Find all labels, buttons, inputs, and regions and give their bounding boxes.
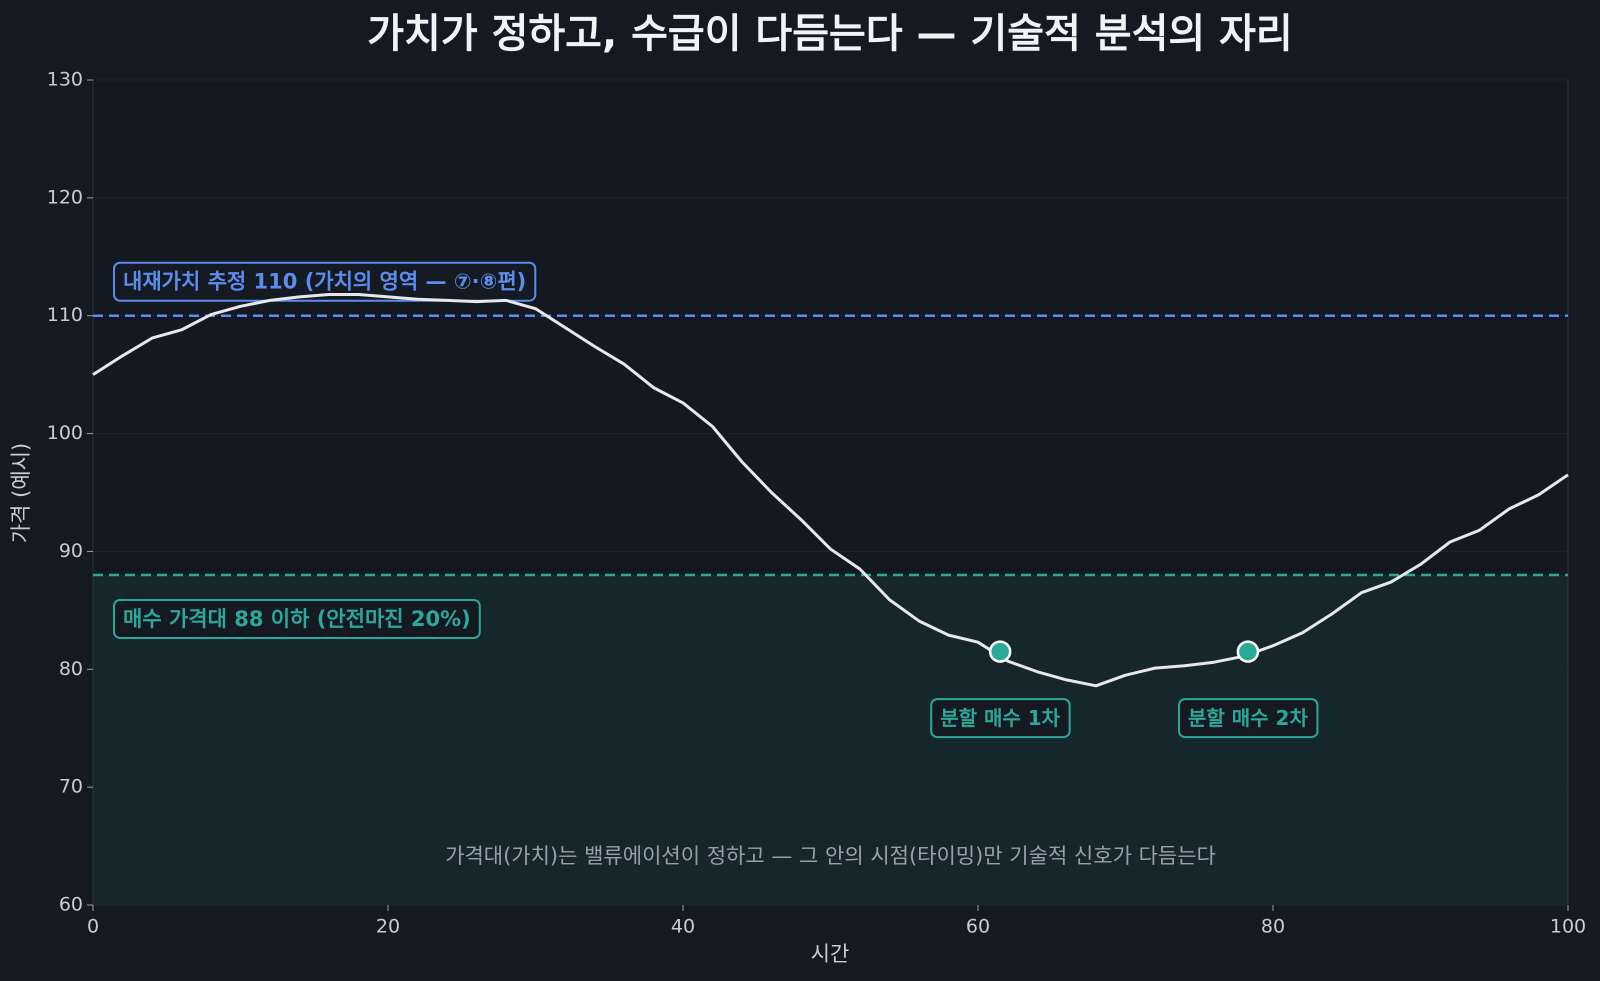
buy-marker — [1236, 640, 1260, 663]
price-line — [92, 293, 1569, 688]
y-tick-label: 60 — [59, 894, 83, 916]
x-tick-label: 100 — [1550, 916, 1586, 938]
x-tick-label: 40 — [671, 916, 695, 938]
y-tick-label: 90 — [59, 540, 83, 562]
reference-label-box — [113, 261, 537, 302]
x-axis-label: 시간 — [811, 942, 850, 966]
x-tick-label: 60 — [966, 916, 990, 938]
reference-label-box — [113, 599, 481, 639]
reference-label: 내재가치 추정 110 (가치의 영역 — ⑦·⑧편) — [123, 270, 526, 294]
y-tick-label: 100 — [47, 422, 83, 444]
note: 가격대(가치)는 밸류에이션이 정하고 — 그 안의 시점(타이밍)만 기술적 … — [445, 844, 1216, 868]
reference-label: 매수 가격대 88 이하 (안전마진 20%) — [123, 607, 471, 631]
y-tick-label: 130 — [47, 69, 83, 91]
chart-title: 가치가 정하고, 수급이 다듬는다 — 기술적 분석의 자리 — [367, 11, 1292, 57]
marker-label: 분할 매수 1차 — [940, 706, 1060, 730]
marker-label: 분할 매수 2차 — [1188, 706, 1308, 730]
y-axis-label: 가격 (예시) — [9, 443, 33, 543]
plot-area — [92, 79, 1569, 906]
marker-label-box — [930, 698, 1071, 739]
y-tick-label: 110 — [47, 304, 83, 326]
x-tick-label: 20 — [376, 916, 400, 938]
y-tick-label: 120 — [47, 186, 83, 208]
y-tick-label: 80 — [59, 658, 83, 680]
x-tick-label: 80 — [1261, 916, 1285, 938]
marker-label-box — [1178, 698, 1319, 739]
y-tick-label: 70 — [59, 776, 83, 798]
x-tick-label: 0 — [87, 916, 99, 938]
buy-marker — [988, 640, 1012, 663]
